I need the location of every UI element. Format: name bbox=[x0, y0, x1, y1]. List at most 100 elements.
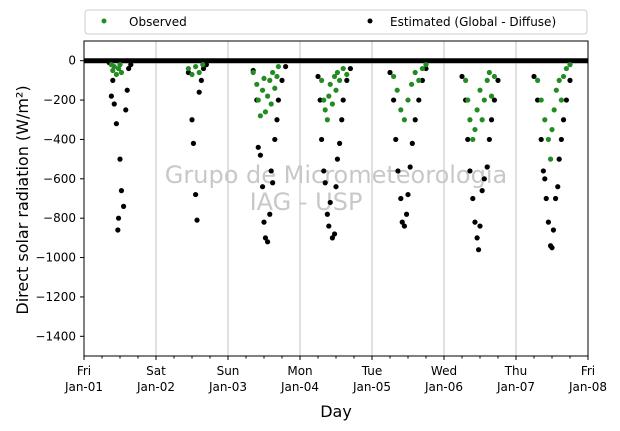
point-estimated-45 bbox=[326, 223, 332, 229]
point-estimated-88 bbox=[535, 97, 541, 103]
point-estimated-63 bbox=[403, 211, 410, 217]
point-estimated-40 bbox=[317, 97, 323, 103]
x-axis-title: Day bbox=[320, 402, 352, 421]
point-estimated-19 bbox=[196, 89, 202, 95]
point-estimated-29 bbox=[262, 235, 269, 241]
point-observed-47 bbox=[419, 65, 425, 72]
point-estimated-36 bbox=[275, 97, 281, 103]
point-estimated-43 bbox=[322, 180, 328, 186]
point-estimated-8 bbox=[118, 188, 125, 194]
point-estimated-5 bbox=[115, 227, 121, 233]
y-tick-label-7: −1400 bbox=[35, 329, 76, 343]
point-observed-69 bbox=[553, 87, 559, 93]
point-estimated-101 bbox=[560, 117, 567, 123]
point-observed-66 bbox=[547, 156, 554, 162]
x-tick-date-1: Jan-02 bbox=[136, 380, 175, 394]
legend: Observed Estimated (Global - Diffuse) bbox=[84, 9, 588, 35]
point-observed-13 bbox=[254, 81, 260, 87]
y-tick-label-5: −1000 bbox=[35, 251, 76, 265]
point-observed-6 bbox=[118, 69, 125, 76]
point-estimated-35 bbox=[274, 117, 280, 123]
point-estimated-53 bbox=[340, 97, 346, 103]
point-estimated-37 bbox=[279, 77, 285, 83]
point-estimated-26 bbox=[257, 152, 263, 158]
point-observed-19 bbox=[265, 93, 271, 99]
y-axis-title: Direct solar radiation (W/m²) bbox=[13, 85, 32, 314]
point-estimated-21 bbox=[200, 65, 207, 72]
point-observed-51 bbox=[467, 117, 473, 123]
point-observed-53 bbox=[472, 126, 478, 133]
point-estimated-20 bbox=[198, 77, 204, 83]
point-observed-55 bbox=[477, 87, 483, 93]
point-estimated-56 bbox=[387, 69, 393, 76]
point-estimated-54 bbox=[344, 77, 350, 83]
point-estimated-87 bbox=[531, 73, 537, 80]
point-observed-43 bbox=[405, 97, 411, 103]
point-estimated-7 bbox=[117, 156, 123, 162]
point-estimated-50 bbox=[334, 156, 341, 162]
point-estimated-73 bbox=[465, 136, 471, 143]
point-observed-27 bbox=[321, 97, 327, 103]
x-tick-date-0: Jan-01 bbox=[64, 380, 103, 394]
point-estimated-95 bbox=[549, 245, 555, 251]
y-axis-ticks: 0 −200 −400 −600 −800 −1000 −1200 −1400 bbox=[35, 54, 84, 343]
point-estimated-77 bbox=[474, 235, 480, 241]
point-observed-38 bbox=[344, 71, 350, 78]
point-observed-44 bbox=[409, 81, 415, 87]
point-estimated-102 bbox=[563, 97, 570, 103]
point-estimated-81 bbox=[481, 176, 487, 182]
point-estimated-85 bbox=[491, 97, 497, 103]
point-observed-15 bbox=[257, 113, 263, 119]
watermark-line-2: IAG - USP bbox=[250, 188, 363, 216]
point-observed-20 bbox=[267, 77, 273, 83]
point-estimated-31 bbox=[267, 211, 273, 217]
point-estimated-67 bbox=[412, 117, 418, 123]
point-estimated-103 bbox=[567, 77, 573, 83]
x-tick-day-7: Fri bbox=[581, 364, 595, 378]
point-observed-28 bbox=[322, 107, 328, 113]
point-observed-40 bbox=[394, 87, 400, 93]
point-observed-39 bbox=[391, 73, 397, 80]
point-estimated-22 bbox=[203, 62, 209, 68]
point-estimated-62 bbox=[401, 223, 407, 229]
legend-label-observed: Observed bbox=[129, 15, 187, 29]
point-observed-34 bbox=[333, 87, 339, 93]
y-tick-label-2: −400 bbox=[43, 132, 76, 146]
point-estimated-97 bbox=[553, 195, 559, 202]
point-estimated-83 bbox=[486, 136, 492, 143]
watermark: Grupo de Micrometeorologia IAG - USP bbox=[165, 161, 507, 216]
point-estimated-79 bbox=[477, 223, 483, 229]
point-observed-41 bbox=[398, 107, 404, 113]
point-estimated-16 bbox=[190, 140, 197, 146]
point-observed-72 bbox=[560, 73, 567, 80]
point-observed-49 bbox=[463, 77, 469, 83]
point-observed-10 bbox=[196, 69, 202, 76]
point-estimated-42 bbox=[321, 168, 327, 174]
point-observed-54 bbox=[474, 107, 480, 113]
point-observed-74 bbox=[567, 62, 573, 68]
point-estimated-61 bbox=[399, 219, 405, 225]
point-observed-67 bbox=[549, 126, 555, 133]
x-tick-date-6: Jan-07 bbox=[496, 380, 535, 394]
point-observed-71 bbox=[558, 97, 564, 103]
point-estimated-41 bbox=[319, 136, 325, 143]
point-observed-21 bbox=[268, 101, 274, 107]
point-estimated-90 bbox=[540, 168, 546, 174]
point-estimated-48 bbox=[331, 231, 338, 237]
point-observed-4 bbox=[115, 65, 122, 72]
point-observed-3 bbox=[113, 71, 119, 78]
point-estimated-66 bbox=[409, 140, 415, 146]
y-tick-label-1: −200 bbox=[43, 93, 76, 107]
point-observed-18 bbox=[262, 109, 269, 115]
point-observed-33 bbox=[331, 73, 338, 80]
point-estimated-96 bbox=[550, 227, 557, 233]
y-tick-label-4: −800 bbox=[43, 211, 76, 225]
point-observed-35 bbox=[334, 69, 341, 76]
point-observed-62 bbox=[535, 77, 541, 83]
point-observed-12 bbox=[250, 69, 256, 76]
point-observed-26 bbox=[319, 77, 325, 83]
x-tick-day-6: Thu bbox=[504, 364, 528, 378]
x-tick-date-2: Jan-03 bbox=[208, 380, 247, 394]
point-observed-7 bbox=[185, 65, 191, 72]
point-estimated-18 bbox=[194, 217, 200, 223]
